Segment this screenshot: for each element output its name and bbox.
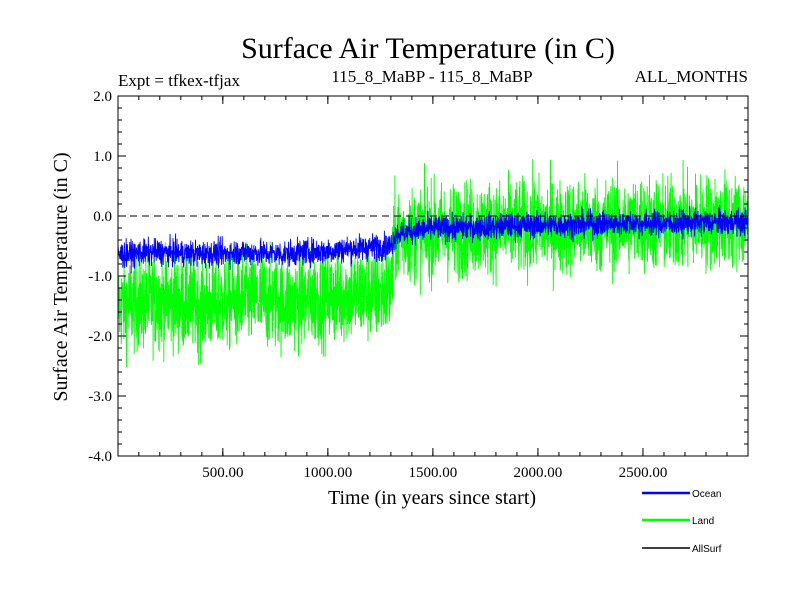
x-tick-label: 1500.00 [409,465,458,481]
x-tick-label: 2500.00 [619,465,668,481]
y-tick-label: -1.0 [88,269,112,285]
legend: Ocean Land AllSurf [642,489,722,555]
y-tick-label: 0.0 [93,209,112,225]
y-axis-label: Surface Air Temperature (in C) [50,152,72,401]
y-tick-label: 1.0 [93,149,112,165]
y-tick-label: -3.0 [88,389,112,405]
x-tick-label: 2000.00 [514,465,563,481]
legend-item-allsurf: AllSurf [642,544,722,555]
plot-area: 2.0 1.0 0.0 -1.0 -2.0 -3.0 -4.0 500.00 1000.00 1… [88,89,749,481]
series-ocean-line [117,204,749,274]
y-ticks: 2.0 1.0 0.0 -1.0 -2.0 -3.0 -4.0 [88,89,748,465]
series-layer [117,159,749,368]
x-tick-label: 1000.00 [303,465,352,481]
period-caption: 115_8_MaBP - 115_8_MaBP [331,67,532,86]
x-tick-label: 500.00 [202,465,243,481]
y-tick-label: -2.0 [88,329,112,345]
y-tick-label: 2.0 [93,89,112,105]
legend-item-ocean: Ocean [642,489,721,500]
y-tick-label: -4.0 [88,449,112,465]
x-axis-label: Time (in years since start) [328,487,536,509]
legend-label-allsurf: AllSurf [692,544,722,555]
legend-label-ocean: Ocean [692,489,721,500]
x-ticks: 500.00 1000.00 1500.00 2000.00 2500.00 [138,96,728,481]
months-caption: ALL_MONTHS [635,67,748,86]
experiment-caption: Expt = tfkex-tfjax [118,71,240,90]
chart-title: Surface Air Temperature (in C) [241,32,615,65]
legend-item-land: Land [642,516,714,527]
legend-label-land: Land [692,516,714,527]
